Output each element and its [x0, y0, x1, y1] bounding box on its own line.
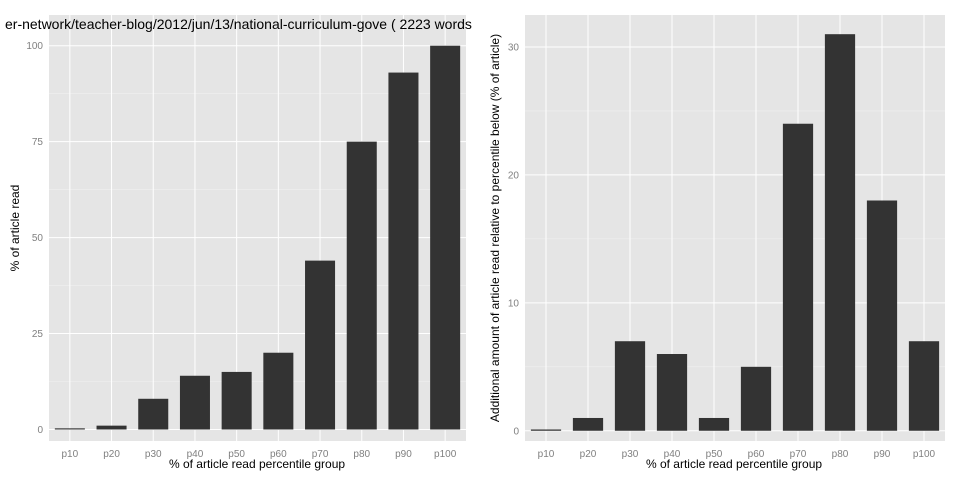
bar-p50	[221, 371, 252, 430]
x-tick-label: p70	[790, 449, 807, 460]
x-tick-label: p80	[353, 449, 370, 460]
bar-p50	[698, 417, 730, 431]
y-tick-label: 50	[32, 233, 44, 244]
bar-p100	[430, 45, 461, 430]
bar-p90	[388, 72, 419, 430]
y-tick-label: 0	[37, 425, 43, 436]
x-tick-label: p60	[270, 449, 287, 460]
x-tick-labels: p10 p20 p30 p40 p50 p60 p70 p80 p90 p100	[62, 449, 457, 460]
y-tick-label: 75	[32, 137, 44, 148]
x-tick-label: p60	[748, 449, 765, 460]
y-tick-label: 25	[32, 329, 44, 340]
x-tick-label: p40	[187, 449, 204, 460]
x-tick-label: p20	[580, 449, 597, 460]
x-tick-label: p90	[395, 449, 412, 460]
bar-p70	[782, 123, 814, 431]
bar-p10	[530, 429, 562, 431]
x-tick-label: p30	[622, 449, 639, 460]
bar-p80	[824, 34, 856, 431]
y-tick-labels: 0 10 20 30	[508, 42, 520, 437]
x-tick-label: p80	[832, 449, 849, 460]
y-tick-label: 100	[26, 41, 43, 52]
x-axis-title: % of article read percentile group	[646, 457, 822, 471]
y-axis-title: Additional amount of article read relati…	[488, 34, 502, 422]
bar-p20	[96, 425, 127, 430]
x-tick-label: p10	[538, 449, 555, 460]
y-tick-label: 30	[508, 42, 520, 53]
bar-p90	[866, 200, 898, 431]
bar-p70	[305, 260, 336, 430]
bar-p40	[656, 354, 688, 431]
chart-title: er-network/teacher-blog/2012/jun/13/nati…	[5, 16, 472, 32]
x-tick-label: p40	[664, 449, 681, 460]
x-tick-label: p70	[312, 449, 329, 460]
y-tick-labels: 0 25 50 75 100	[26, 41, 43, 436]
x-tick-label: p30	[145, 449, 162, 460]
bar-p30	[138, 398, 169, 430]
y-tick-label: 0	[513, 426, 519, 437]
x-tick-label: p90	[874, 449, 891, 460]
x-tick-label: p100	[434, 449, 457, 460]
bar-p20	[572, 417, 604, 431]
x-tick-label: p20	[103, 449, 120, 460]
y-tick-label: 20	[508, 170, 520, 181]
bar-p60	[740, 366, 772, 431]
bar-p10	[54, 428, 85, 430]
x-tick-label: p50	[228, 449, 245, 460]
x-tick-labels: p10 p20 p30 p40 p50 p60 p70 p80 p90 p100	[538, 449, 936, 460]
bar-p80	[346, 141, 377, 430]
x-axis-title: % of article read percentile group	[169, 457, 345, 471]
bar-p100	[908, 341, 940, 431]
gridlines	[525, 15, 945, 441]
y-axis-title: % of article read	[8, 185, 22, 272]
bar-p40	[179, 375, 210, 430]
x-tick-label: p50	[706, 449, 723, 460]
bars	[54, 45, 461, 430]
bar-p60	[263, 352, 294, 430]
bars	[530, 34, 940, 431]
x-tick-label: p10	[62, 449, 79, 460]
x-tick-label: p100	[913, 449, 936, 460]
y-tick-label: 10	[508, 298, 520, 309]
bar-p30	[614, 341, 646, 431]
